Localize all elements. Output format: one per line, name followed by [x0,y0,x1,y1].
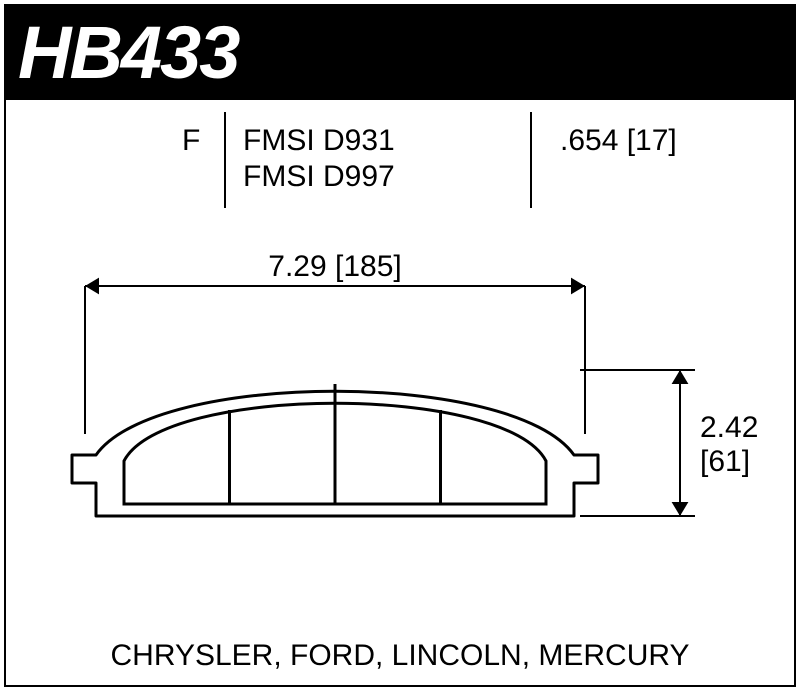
fmsi-code-1: FMSI D931 [243,124,395,158]
spec-letter: F [182,124,200,158]
part-number-title: HB433 [18,10,238,95]
title-bar: HB433 [4,4,796,100]
svg-text:[61]: [61] [700,445,750,478]
brake-pad-diagram: 7.29 [185] 2.42[61] [0,254,800,584]
vehicle-makes-footer: CHRYSLER, FORD, LINCOLN, MERCURY [0,639,800,673]
fmsi-code-2: FMSI D997 [243,160,395,194]
thickness-value: .654 [17] [560,124,677,158]
svg-text:7.29 [185]: 7.29 [185] [268,254,401,283]
svg-text:2.42: 2.42 [700,411,758,444]
divider-line-1 [224,112,226,208]
diagram-area: 7.29 [185] 2.42[61] [0,254,800,584]
divider-line-2 [530,112,532,208]
